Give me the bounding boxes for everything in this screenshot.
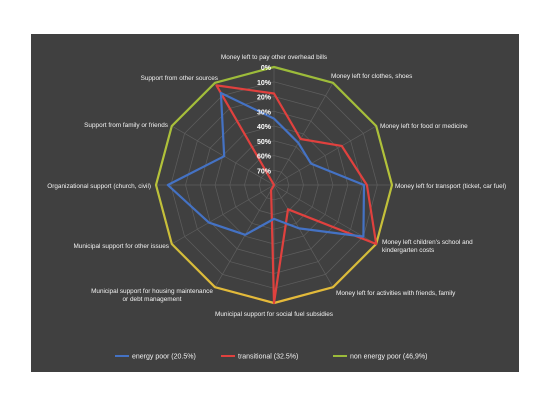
- tick-label: 70%: [257, 168, 272, 175]
- category-label: Municipal support for other issues: [73, 243, 169, 250]
- category-label: Money left for activities with friends, …: [336, 290, 456, 297]
- category-label: Money left children's school and kinderga…: [382, 239, 473, 254]
- grid-spoke: [273, 184, 377, 245]
- grid-spoke: [273, 125, 377, 186]
- tick-label: 0%: [261, 65, 272, 72]
- category-label: Money left for transport (ticket, car fu…: [395, 183, 506, 190]
- grid-spoke: [171, 184, 275, 245]
- category-label: Support from family or friends: [84, 122, 168, 129]
- category-label: Municipal support for social fuel subsid…: [215, 311, 333, 318]
- grid-spoke: [273, 184, 334, 288]
- tick-label: 30%: [257, 109, 272, 116]
- radar-chart: 0% 10% 20% 30% 40% 50% 60% 70% Money left to pa…: [47, 54, 506, 361]
- category-label: Organizational support (church, civil): [47, 183, 151, 190]
- grid-spoke: [171, 125, 275, 186]
- chart-panel: 0% 10% 20% 30% 40% 50% 60% 70% Money left to pa…: [31, 34, 519, 372]
- tick-label: 50%: [257, 139, 272, 146]
- radar-category-labels: Money left to pay other overhead bills Mo…: [47, 54, 506, 318]
- radar-tick-labels: 0% 10% 20% 30% 40% 50% 60% 70%: [257, 65, 272, 175]
- series-line-2: [215, 84, 378, 305]
- category-label: Money left to pay other overhead bills: [221, 54, 327, 61]
- legend-label: transitional (32.5%): [238, 354, 298, 361]
- chart-legend: energy poor (20.5%) transitional (32.5%) n…: [115, 354, 427, 361]
- category-label: Money left for food or medicine: [380, 123, 468, 130]
- series-line-1: [166, 91, 366, 238]
- tick-label: 60%: [257, 154, 272, 161]
- grid-spoke: [273, 82, 334, 186]
- grid-spoke: [214, 184, 275, 288]
- category-label: Municipal support for housing maintenanc…: [91, 288, 213, 303]
- radar-series: [154, 65, 394, 305]
- tick-label: 10%: [257, 80, 272, 87]
- tick-label: 40%: [257, 124, 272, 131]
- legend-label: energy poor (20.5%): [132, 354, 196, 361]
- category-label: Support from other sources: [141, 75, 218, 82]
- category-label: Money left for clothes, shoes: [331, 73, 412, 80]
- tick-label: 20%: [257, 95, 272, 102]
- legend-label: non energy poor (46,9%): [350, 354, 427, 361]
